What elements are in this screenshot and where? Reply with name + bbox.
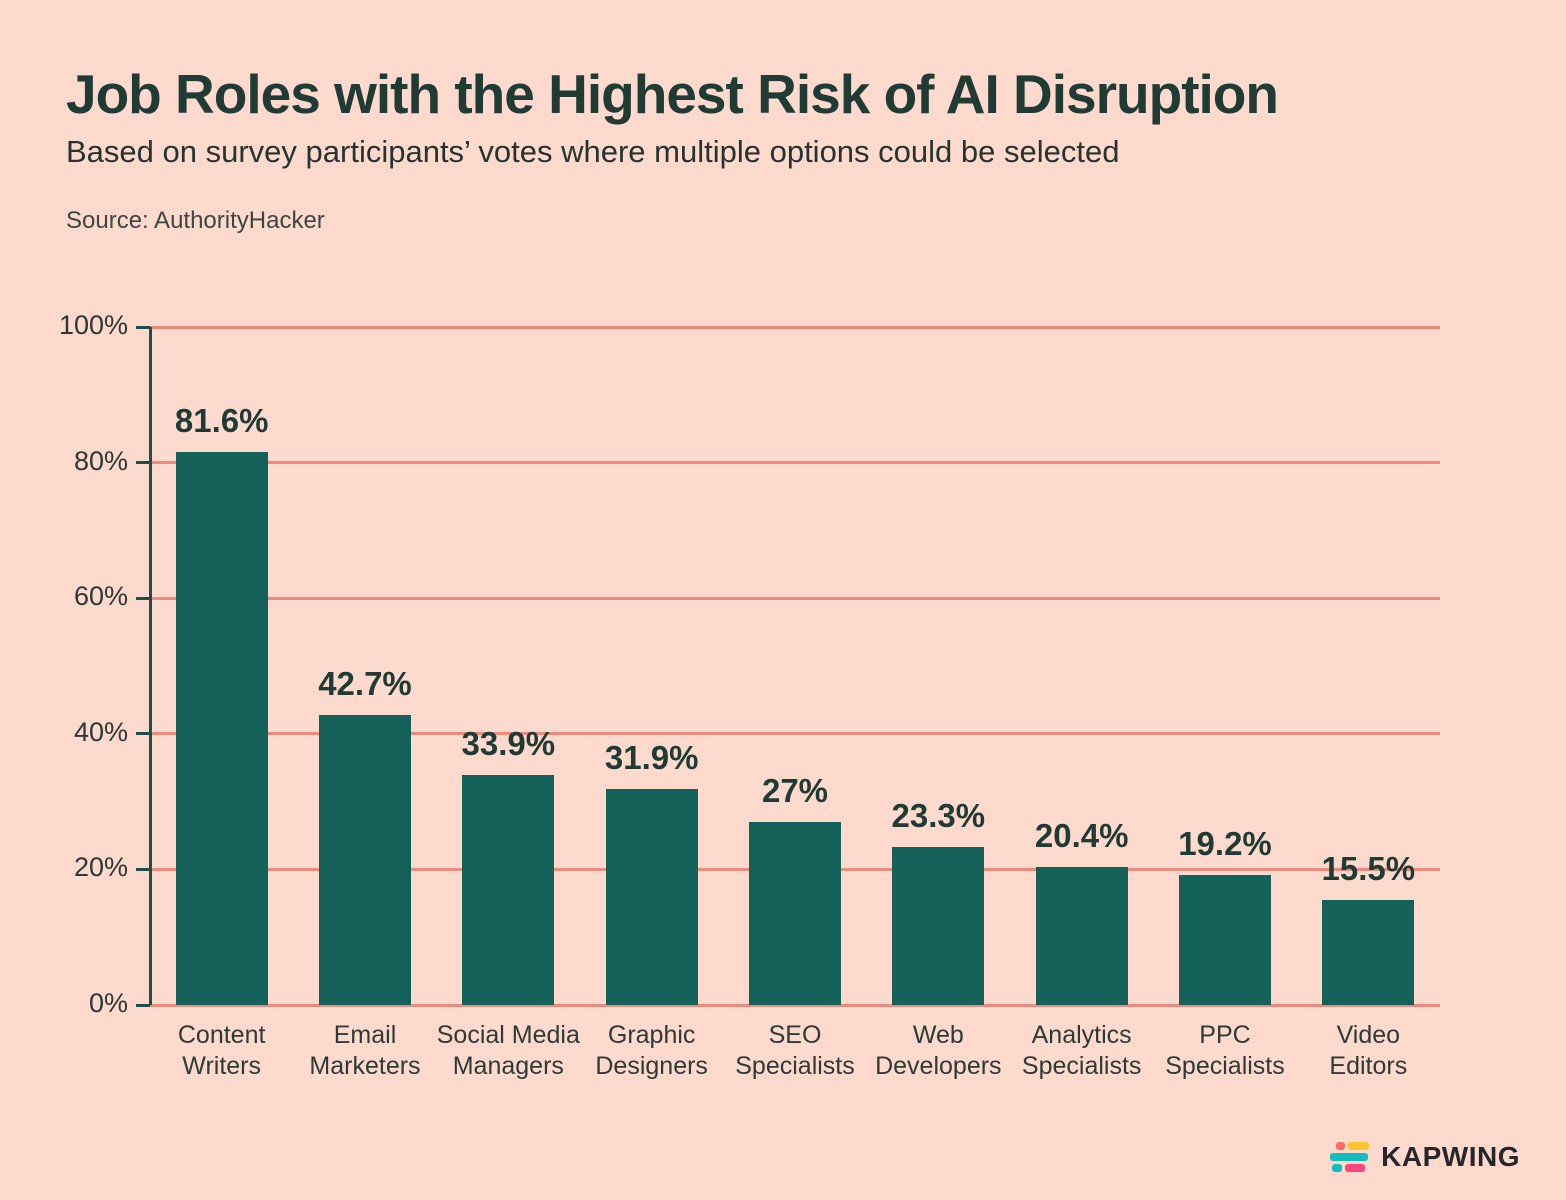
kapwing-logo-text: KAPWING bbox=[1381, 1141, 1520, 1172]
y-tick-mark-0 bbox=[136, 1003, 150, 1007]
chart-subtitle: Based on survey participants’ votes wher… bbox=[66, 134, 1120, 169]
bar-seo-specialists bbox=[749, 821, 841, 1005]
source-credit: Source: AuthorityHacker bbox=[66, 207, 325, 234]
bar-value-label: 27% bbox=[761, 771, 829, 809]
bar-analytics-specialists bbox=[1035, 866, 1128, 1005]
bar-value-label: 81.6% bbox=[174, 401, 269, 439]
y-tick-label-40: 40% bbox=[73, 716, 128, 747]
gridline-40 bbox=[150, 732, 1440, 736]
x-category-label: Email Marketers bbox=[309, 1021, 421, 1080]
bar-graphic-designers bbox=[605, 788, 698, 1005]
kapwing-logo: KAPWING bbox=[1330, 1138, 1520, 1176]
bar-value-label: 31.9% bbox=[604, 738, 699, 776]
gridline-100 bbox=[150, 325, 1440, 329]
gridline-0 bbox=[150, 1003, 1440, 1007]
bar-value-label: 15.5% bbox=[1321, 849, 1416, 887]
bar-value-label: 20.4% bbox=[1034, 816, 1129, 854]
bar-ppc-specialists bbox=[1179, 874, 1271, 1005]
x-category-label: Analytics Specialists bbox=[1021, 1021, 1142, 1080]
x-category-label: Social Media Managers bbox=[436, 1021, 580, 1080]
gridline-60 bbox=[150, 596, 1440, 600]
x-category-label: Web Developers bbox=[875, 1021, 1002, 1080]
y-tick-label-80: 80% bbox=[73, 445, 128, 476]
y-tick-label-100: 100% bbox=[58, 310, 128, 340]
gridline-80 bbox=[150, 461, 1440, 465]
bar-value-label: 33.9% bbox=[461, 725, 556, 763]
bar-value-label: 19.2% bbox=[1178, 824, 1272, 862]
kapwing-bars-icon bbox=[1330, 1142, 1372, 1172]
x-category-label: Content Writers bbox=[177, 1021, 266, 1080]
y-tick-mark-20 bbox=[136, 867, 150, 871]
logo-bar-coral bbox=[1336, 1142, 1346, 1150]
logo-bar-teal-wide bbox=[1330, 1153, 1369, 1161]
y-tick-mark-60 bbox=[136, 596, 150, 600]
y-tick-mark-80 bbox=[136, 461, 150, 465]
chart-title: Job Roles with the Highest Risk of AI Di… bbox=[66, 63, 1279, 125]
logo-bar-teal-short bbox=[1332, 1164, 1343, 1172]
bar-web-developers bbox=[892, 847, 985, 1005]
logo-bar-pink bbox=[1345, 1164, 1366, 1172]
x-category-label: Video Editors bbox=[1329, 1021, 1408, 1080]
y-tick-mark-40 bbox=[136, 732, 150, 736]
x-category-label: SEO Specialists bbox=[735, 1021, 855, 1080]
bar-video-editors bbox=[1322, 899, 1415, 1005]
y-tick-label-0: 0% bbox=[88, 988, 128, 1018]
x-category-label: Graphic Designers bbox=[595, 1021, 708, 1080]
bar-value-label: 42.7% bbox=[318, 665, 412, 703]
logo-bar-yellow bbox=[1348, 1142, 1370, 1150]
y-tick-label-60: 60% bbox=[73, 581, 128, 612]
x-category-label: PPC Specialists bbox=[1165, 1021, 1285, 1080]
bar-value-label: 23.3% bbox=[891, 797, 986, 835]
y-axis-line bbox=[148, 327, 152, 1005]
bar-email-marketers bbox=[319, 715, 411, 1005]
y-tick-mark-100 bbox=[136, 325, 150, 329]
bar-social-media-managers bbox=[462, 775, 555, 1005]
bar-content-writers bbox=[175, 451, 268, 1005]
y-tick-label-20: 20% bbox=[73, 852, 128, 883]
